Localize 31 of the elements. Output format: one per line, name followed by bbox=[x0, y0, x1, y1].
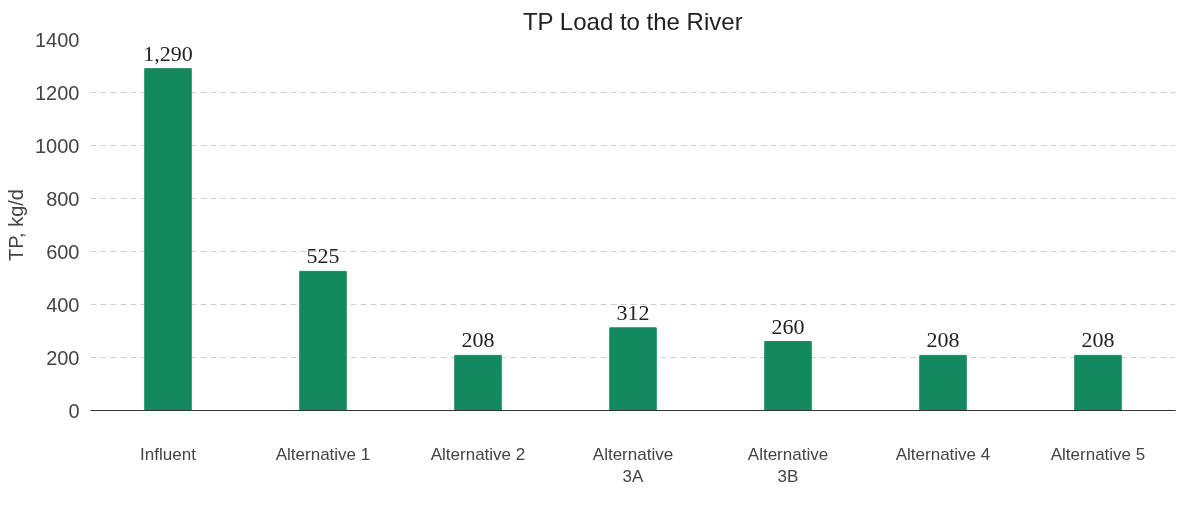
data-label: 260 bbox=[771, 313, 805, 339]
y-tick-label: 800 bbox=[46, 187, 80, 210]
bar bbox=[299, 270, 347, 411]
y-tick-label: 1200 bbox=[35, 81, 80, 104]
x-tick-label: Alternative 3A bbox=[592, 444, 674, 487]
data-label: 208 bbox=[926, 327, 960, 353]
y-axis-title: TP, kg/d bbox=[5, 189, 28, 261]
bar bbox=[764, 341, 812, 411]
x-tick-label: Alternative 1 bbox=[275, 444, 371, 464]
x-tick-label: Alternative 5 bbox=[1050, 444, 1146, 464]
data-label: 1,290 bbox=[143, 40, 193, 66]
y-tick-label: 0 bbox=[68, 399, 80, 422]
y-tick-label: 400 bbox=[46, 293, 80, 316]
x-tick-label: Influent bbox=[140, 444, 197, 464]
data-label: 208 bbox=[1081, 327, 1115, 353]
x-tick-label: Alternative 2 bbox=[430, 444, 526, 464]
data-label: 208 bbox=[461, 327, 495, 353]
y-tick-label: 600 bbox=[46, 240, 80, 263]
bar bbox=[919, 354, 967, 411]
y-tick-label: 1400 bbox=[35, 28, 80, 51]
y-tick-label: 1000 bbox=[35, 134, 80, 157]
bar bbox=[144, 68, 192, 411]
bar bbox=[1074, 354, 1122, 411]
bar bbox=[454, 354, 502, 411]
chart-title: TP Load to the River bbox=[522, 7, 743, 35]
x-tick-label: Alternative 4 bbox=[895, 444, 991, 464]
data-label: 525 bbox=[306, 243, 340, 269]
x-tick-label: Alternative 3B bbox=[747, 444, 829, 487]
y-tick-label: 200 bbox=[46, 346, 80, 369]
data-label: 312 bbox=[616, 299, 650, 325]
bar bbox=[609, 327, 657, 411]
